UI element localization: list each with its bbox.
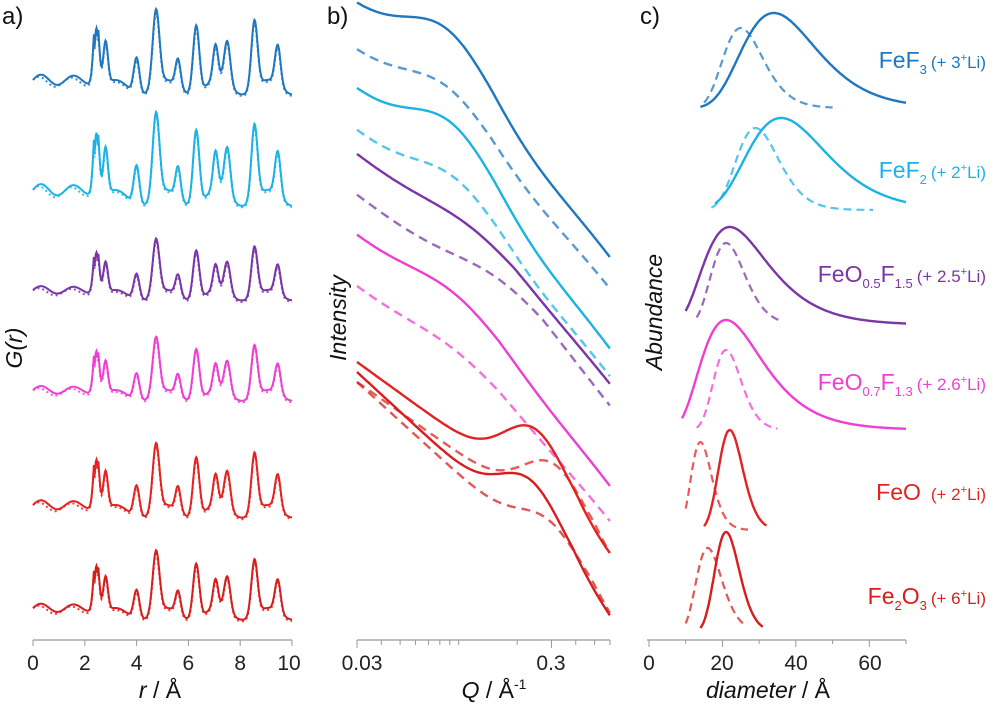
saxs-fit-fef3	[356, 48, 611, 290]
pdf-line-feo07f13	[32, 335, 293, 402]
pdf-fit-feo07f13	[32, 338, 293, 404]
c-tick-label: 0	[643, 652, 655, 675]
dist-line-fef3	[700, 11, 907, 108]
panel-a-ticks	[32, 640, 293, 646]
label-feo: FeO (+ 2+Li)	[876, 479, 986, 505]
dist-line-fef2	[714, 116, 907, 205]
saxs-fit-fef2	[356, 128, 611, 377]
panel-b-saxs	[356, 1, 611, 616]
saxs-line-feo07f13	[356, 233, 611, 487]
saxs-line-fef3	[356, 1, 611, 258]
saxs-fit-feo07f13	[356, 285, 611, 522]
dist-line-feo07f13	[680, 318, 906, 430]
label-feo07f13: FeO0.7F1.3 (+ 2.6+Li)	[818, 369, 986, 399]
b-tick-label: 0.03	[342, 652, 383, 675]
panel-c-label: c)	[640, 3, 660, 30]
panel-c-x-title: diameter / Å	[706, 676, 831, 703]
panel-a-pdf	[32, 6, 293, 623]
a-tick-label: 8	[234, 652, 246, 675]
a-tick-label: 4	[131, 652, 143, 675]
pdf-line-feo	[32, 441, 293, 519]
label-fef3: FeF3 (+ 3+Li)	[879, 47, 986, 77]
label-feo05f15: FeO0.5F1.5 (+ 2.5+Li)	[818, 261, 986, 291]
panel-b-y-title: Intensity	[325, 274, 351, 361]
c-tick-label: 40	[784, 652, 807, 675]
panel-a-x-title: r / Å	[139, 676, 182, 703]
dist-line-feo05f15	[684, 225, 906, 325]
pdf-fit-feo05f15	[32, 240, 293, 304]
saxs-line-feo05f15	[356, 152, 611, 385]
dist-fit-fef3	[703, 26, 833, 109]
pdf-line-feo05f15	[32, 236, 293, 302]
saxs-fit-feo05f15	[356, 193, 611, 407]
panel-b-x-title: Q / Å-1	[462, 676, 527, 703]
a-tick-label: 2	[79, 652, 91, 675]
dist-fit-feo	[684, 440, 749, 531]
pdf-line-fef3	[32, 6, 293, 96]
label-fef2: FeF2 (+ 2+Li)	[879, 157, 986, 187]
pdf-fit-feo	[32, 444, 293, 521]
c-tick-label: 60	[858, 652, 881, 675]
pdf-fit-fef2	[32, 114, 293, 209]
pdf-fit-fef3	[32, 11, 293, 97]
panel-b-ticks	[356, 640, 611, 648]
saxs-line-fef2	[356, 86, 611, 350]
dist-line-feo	[703, 428, 768, 527]
saxs-line-fe2o3	[356, 371, 611, 616]
a-tick-label: 10	[277, 652, 300, 675]
dist-fit-fe2o3	[684, 546, 746, 626]
dist-line-fe2o3	[699, 530, 764, 629]
panel-a-label: a)	[2, 3, 23, 30]
panel-c-ticks	[648, 640, 907, 647]
a-tick-label: 6	[183, 652, 195, 675]
c-tick-label: 20	[710, 652, 733, 675]
saxs-fit-fe2o3	[356, 381, 611, 614]
panel-c-y-title: Abundance	[641, 254, 667, 372]
panel-a-y-title: G(r)	[1, 328, 27, 369]
pdf-fit-fe2o3	[32, 552, 293, 623]
label-fe2o3: Fe2O3 (+ 6+Li)	[868, 583, 986, 613]
pdf-line-fef2	[32, 109, 293, 207]
saxs-line-feo	[356, 361, 611, 554]
pdf-line-fe2o3	[32, 548, 293, 621]
panel-b-label: b)	[327, 3, 348, 30]
a-tick-label: 0	[27, 652, 39, 675]
panel-c-size-dist	[680, 11, 907, 629]
b-tick-label: 0.3	[536, 652, 565, 675]
dist-fit-fef2	[710, 126, 873, 211]
dist-fit-feo05f15	[695, 241, 782, 322]
dist-fit-feo07f13	[696, 348, 778, 430]
